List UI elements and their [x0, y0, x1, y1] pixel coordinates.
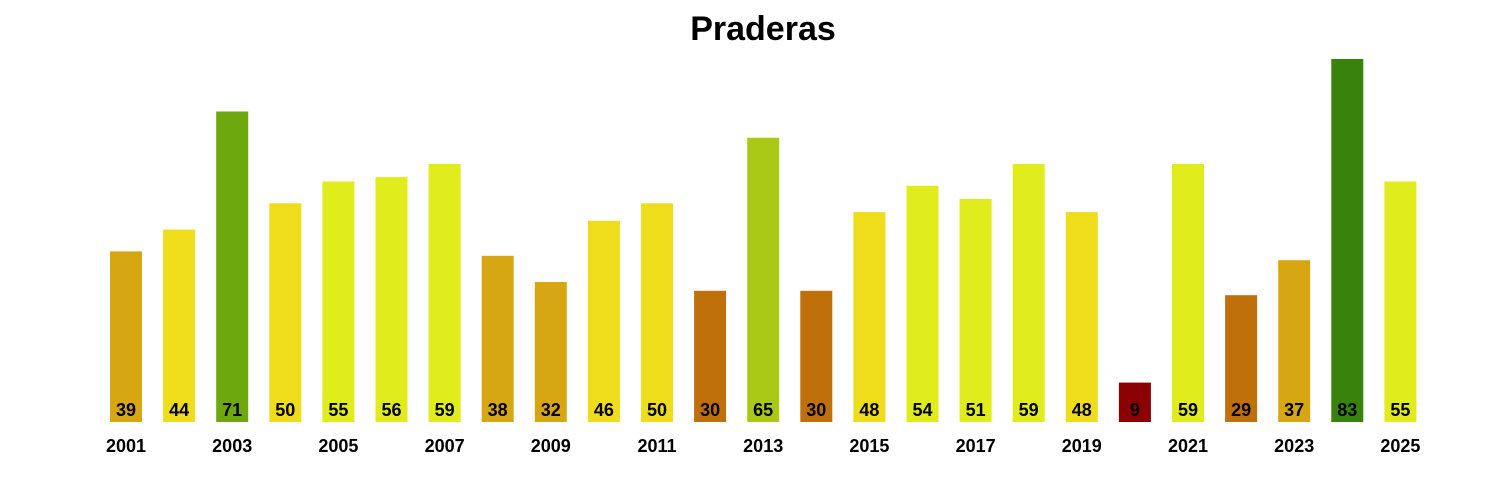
bar-2009	[534, 282, 567, 422]
bar-2021	[1172, 164, 1204, 422]
value-label-2002: 44	[169, 400, 189, 420]
bar-2012	[694, 290, 727, 422]
bar-2023	[1278, 260, 1311, 422]
value-label-2017: 51	[966, 400, 986, 420]
chart-title: Praderas	[690, 10, 836, 48]
value-label-2005: 55	[328, 400, 348, 420]
x-tick-label-2013: 2013	[743, 436, 783, 456]
value-label-2020: 9	[1130, 400, 1140, 420]
value-labels-group: 39 44 71 50 55 56 59 38 32 46 50 30 65 30 48 54 51 59 48 9 5…	[116, 400, 1410, 420]
x-tick-label-2003: 2003	[212, 436, 252, 456]
value-label-2022: 29	[1231, 400, 1251, 420]
bar-2010	[587, 220, 620, 422]
bar-2002	[163, 229, 196, 422]
value-label-2001: 39	[116, 400, 136, 420]
bar-2013	[747, 137, 780, 422]
x-axis-tick-labels: 2001 2003 2005 2007 2009 2011 2013 2015 2017 2019…	[106, 436, 1420, 456]
bar-2014	[800, 290, 833, 422]
bar-2017	[959, 199, 992, 422]
value-label-2012: 30	[700, 400, 720, 420]
x-tick-label-2023: 2023	[1274, 436, 1314, 456]
bar-2024	[1331, 59, 1364, 422]
bar-2018	[1012, 164, 1045, 422]
value-label-2014: 30	[806, 400, 826, 420]
x-tick-label-2019: 2019	[1062, 436, 1102, 456]
value-label-2008: 38	[488, 400, 508, 420]
value-label-2007: 59	[435, 400, 455, 420]
value-label-2016: 54	[912, 400, 932, 420]
x-tick-label-2005: 2005	[318, 436, 358, 456]
x-tick-label-2021: 2021	[1168, 436, 1208, 456]
value-label-2015: 48	[859, 400, 879, 420]
x-tick-label-2001: 2001	[106, 436, 146, 456]
x-tick-label-2017: 2017	[956, 436, 996, 456]
value-label-2025: 55	[1390, 400, 1410, 420]
bar-2025	[1384, 181, 1417, 422]
bar-2016	[906, 185, 939, 422]
value-label-2024: 83	[1337, 400, 1357, 420]
value-label-2009: 32	[541, 400, 561, 420]
value-label-2013: 65	[753, 400, 773, 420]
value-label-2006: 56	[381, 400, 401, 420]
bar-2015	[853, 212, 886, 422]
x-tick-label-2009: 2009	[531, 436, 571, 456]
bar-2004	[269, 203, 302, 422]
bar-2011	[641, 203, 673, 422]
value-label-2023: 37	[1284, 400, 1304, 420]
bar-2006	[375, 177, 408, 422]
bar-2020	[1118, 382, 1151, 422]
bars-group	[110, 59, 1417, 422]
bar-2019	[1065, 212, 1098, 422]
bar-2001	[110, 251, 142, 422]
value-label-2011: 50	[647, 400, 667, 420]
x-tick-label-2011: 2011	[637, 436, 676, 456]
x-tick-label-2007: 2007	[425, 436, 465, 456]
bar-2007	[428, 164, 461, 422]
value-label-2019: 48	[1072, 400, 1092, 420]
x-tick-label-2015: 2015	[849, 436, 889, 456]
value-label-2004: 50	[275, 400, 295, 420]
bar-2008	[481, 255, 514, 422]
x-tick-label-2025: 2025	[1380, 436, 1420, 456]
value-label-2010: 46	[594, 400, 614, 420]
value-label-2018: 59	[1019, 400, 1039, 420]
value-label-2003: 71	[222, 400, 242, 420]
bar-2022	[1225, 295, 1258, 422]
bar-2005	[322, 181, 355, 422]
value-label-2021: 59	[1178, 400, 1198, 420]
bar-2003	[216, 111, 249, 422]
